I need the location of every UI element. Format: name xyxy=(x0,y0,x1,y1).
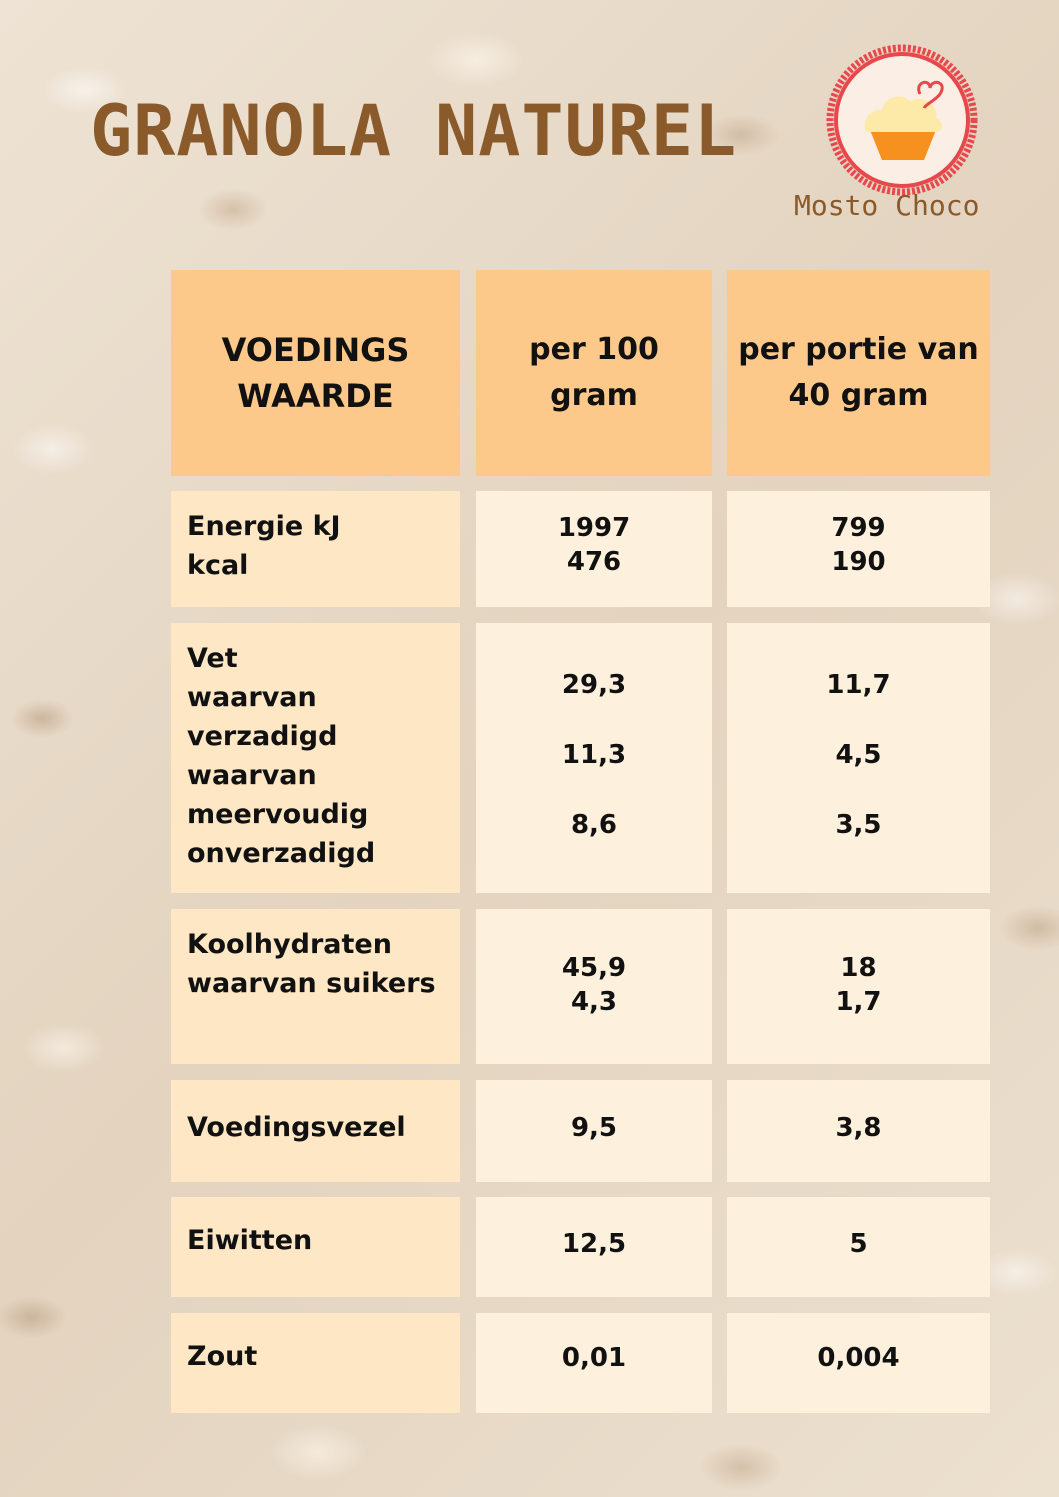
value: 1,7 xyxy=(835,987,882,1017)
value: 12,5 xyxy=(561,1229,627,1259)
value: 5 xyxy=(849,1229,868,1259)
row-carbs-label: Koolhydraten waarvan suikers xyxy=(171,909,460,1064)
row-fat-label: Vet waarvan verzadigd waarvan meervoudig… xyxy=(171,623,460,893)
value: 11,7 xyxy=(826,670,891,700)
value: 9,5 xyxy=(570,1113,618,1143)
header-per-portion: per portie van 40 gram xyxy=(727,270,990,476)
value: 45,9 xyxy=(561,953,627,983)
header-per-portion-line-2: 40 gram xyxy=(788,378,929,413)
row-carbs-per-100: 45,9 4,3 xyxy=(476,909,712,1064)
row-label-line: Voedingsvezel xyxy=(187,1112,406,1143)
value: 799 xyxy=(831,513,886,543)
header-per-100: per 100 gram xyxy=(476,270,712,476)
row-label-line: Koolhydraten xyxy=(187,929,392,960)
row-label-line: Zout xyxy=(187,1341,258,1372)
header-per-100-line-1: per 100 xyxy=(529,332,659,367)
header-per-portion-line-1: per portie van xyxy=(738,332,979,367)
row-label-line: Energie kJ xyxy=(187,511,341,542)
row-label-line: Vet xyxy=(187,643,238,674)
row-energy-per-100: 1997 476 xyxy=(476,491,712,607)
value: 190 xyxy=(831,547,886,577)
row-fiber-label: Voedingsvezel xyxy=(171,1080,460,1182)
header-nutrient: VOEDINGS WAARDE xyxy=(171,270,460,476)
row-label-line: verzadigd xyxy=(187,721,338,752)
row-label-line: waarvan xyxy=(187,760,317,791)
mosto-choco-logo xyxy=(824,42,980,198)
cupcake-icon xyxy=(826,44,978,196)
row-energy-portion: 799 190 xyxy=(727,491,990,607)
value: 4,5 xyxy=(835,740,882,770)
header-nutrient-line-2: WAARDE xyxy=(237,377,394,415)
row-fat-portion: 11,7 4,5 3,5 xyxy=(727,623,990,893)
value: 8,6 xyxy=(570,810,618,840)
row-label-line: waarvan xyxy=(187,682,317,713)
row-label-line: onverzadigd xyxy=(187,838,376,869)
row-protein-label: Eiwitten xyxy=(171,1197,460,1297)
row-salt-portion: 0,004 xyxy=(727,1313,990,1413)
value: 3,8 xyxy=(835,1113,882,1143)
row-fiber-portion: 3,8 xyxy=(727,1080,990,1182)
value: 476 xyxy=(566,547,622,577)
row-label-line: kcal xyxy=(187,550,249,581)
row-protein-per-100: 12,5 xyxy=(476,1197,712,1297)
row-carbs-portion: 18 1,7 xyxy=(727,909,990,1064)
header-nutrient-line-1: VOEDINGS xyxy=(221,331,410,369)
value: 29,3 xyxy=(561,670,627,700)
value: 4,3 xyxy=(570,987,618,1017)
brand-name: Mosto Choco xyxy=(794,189,980,222)
row-fat-per-100: 29,3 11,3 8,6 xyxy=(476,623,712,893)
row-protein-portion: 5 xyxy=(727,1197,990,1297)
row-label-line: waarvan suikers xyxy=(187,968,436,999)
row-fiber-per-100: 9,5 xyxy=(476,1080,712,1182)
value: 3,5 xyxy=(835,810,882,840)
value: 1997 xyxy=(557,513,631,543)
row-energy-label: Energie kJ kcal xyxy=(171,491,460,607)
row-salt-label: Zout xyxy=(171,1313,460,1413)
header-per-100-line-2: gram xyxy=(550,378,638,413)
row-salt-per-100: 0,01 xyxy=(476,1313,712,1413)
value: 0,01 xyxy=(561,1343,627,1373)
value: 11,3 xyxy=(561,740,627,770)
value: 18 xyxy=(840,953,877,983)
page-title: GRANOLA NATUREL xyxy=(90,90,738,172)
value: 0,004 xyxy=(817,1343,900,1373)
row-label-line: meervoudig xyxy=(187,799,369,830)
row-label-line: Eiwitten xyxy=(187,1225,313,1256)
